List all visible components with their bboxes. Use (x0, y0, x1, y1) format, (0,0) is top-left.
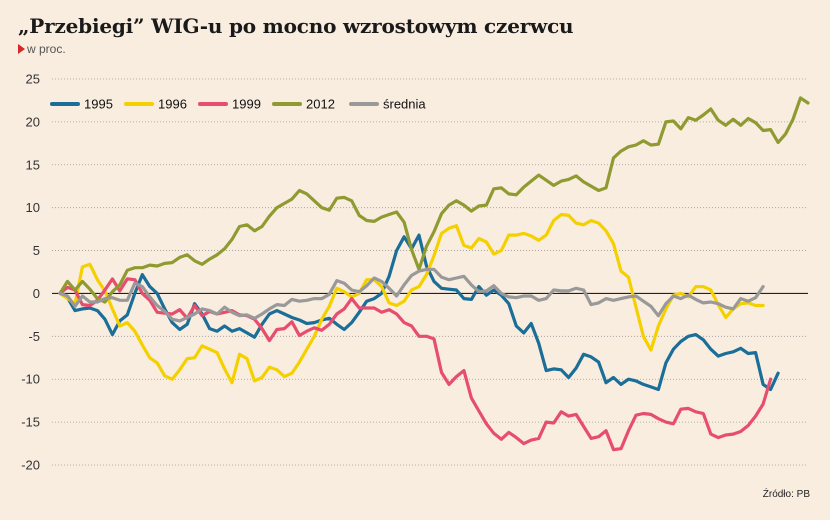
legend-label: 1999 (232, 97, 261, 112)
legend-label: 2012 (306, 97, 335, 112)
y-tick-label: 15 (26, 157, 40, 172)
series-line-średnia (58, 267, 765, 323)
grid-lines (52, 78, 808, 466)
series-line-1996 (58, 212, 765, 385)
y-tick-label: 5 (33, 243, 40, 258)
unit-label: w proc. (18, 42, 66, 56)
series-line-1995 (58, 233, 780, 392)
y-tick-label: -20 (21, 458, 40, 473)
source-note: Źródło: PB (762, 489, 810, 500)
y-tick-label: -5 (28, 329, 40, 344)
y-tick-label: 0 (33, 286, 40, 301)
unit-text: w proc. (27, 42, 66, 56)
y-tick-label: 10 (26, 200, 40, 215)
chart-title: „Przebiegi” WIG-u po mocno wzrostowym cz… (18, 14, 574, 38)
red-triangle-icon (18, 44, 25, 54)
y-tick-label: -10 (21, 372, 40, 387)
y-tick-label: -15 (21, 415, 40, 430)
y-tick-labels: 25 20 15 10 5 0 -5 -10 -15 -20 (21, 72, 40, 473)
legend: 1995 1996 1999 2012 średnia (50, 97, 426, 112)
legend-label: średnia (383, 97, 426, 112)
y-tick-label: 25 (26, 72, 40, 87)
series-line-2012 (58, 96, 810, 304)
series-line-1999 (58, 277, 773, 452)
series-lines (58, 96, 810, 452)
y-tick-label: 20 (26, 114, 40, 129)
legend-label: 1996 (158, 97, 187, 112)
legend-label: 1995 (84, 97, 113, 112)
